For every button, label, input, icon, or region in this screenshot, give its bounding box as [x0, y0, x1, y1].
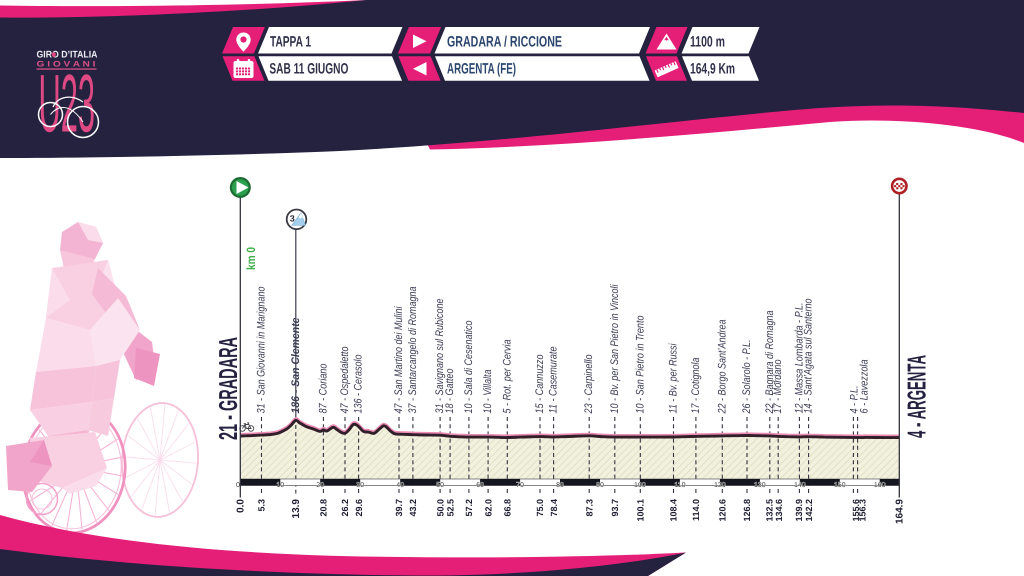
svg-text:30: 30: [356, 482, 364, 489]
svg-text:11 - Bv. per Russi: 11 - Bv. per Russi: [668, 343, 680, 413]
svg-text:57.2: 57.2: [464, 499, 474, 517]
svg-text:6 - Lavezzola: 6 - Lavezzola: [858, 360, 870, 414]
svg-text:160: 160: [874, 482, 886, 489]
svg-text:108.4: 108.4: [669, 499, 679, 522]
svg-text:SAB 11 GIUGNO: SAB 11 GIUGNO: [269, 61, 348, 78]
svg-text:70: 70: [516, 482, 524, 489]
svg-text:130: 130: [754, 482, 766, 489]
svg-text:156.3: 156.3: [858, 499, 868, 522]
svg-text:17 - Mordano: 17 - Mordano: [772, 360, 784, 414]
svg-text:164,9 Km: 164,9 Km: [690, 61, 735, 78]
svg-text:10 - Sala di Cesenatico: 10 - Sala di Cesenatico: [463, 321, 475, 414]
svg-text:134.6: 134.6: [774, 499, 784, 522]
svg-text:43.2: 43.2: [408, 499, 418, 517]
svg-text:15 - Cannuzzo: 15 - Cannuzzo: [534, 355, 546, 414]
svg-text:39.7: 39.7: [394, 499, 404, 517]
svg-text:50.0: 50.0: [435, 499, 445, 517]
svg-text:29.6: 29.6: [354, 499, 364, 517]
svg-text:150: 150: [834, 482, 846, 489]
svg-text:110: 110: [674, 482, 685, 489]
svg-text:155.6: 155.6: [851, 499, 861, 522]
svg-text:14 - Sant’Agata sul Santerno: 14 - Sant’Agata sul Santerno: [803, 299, 815, 414]
svg-text:139.9: 139.9: [794, 499, 804, 522]
svg-text:47 - San Martino dei Mulini: 47 - San Martino dei Mulini: [393, 306, 405, 413]
svg-text:km 0: km 0: [244, 247, 258, 270]
svg-text:TAPPA 1: TAPPA 1: [270, 33, 311, 50]
svg-text:87.3: 87.3: [584, 499, 594, 517]
svg-text:37 - Santarcangelo di Romagna: 37 - Santarcangelo di Romagna: [407, 287, 419, 414]
svg-text:10: 10: [276, 482, 284, 489]
svg-text:ARGENTA (FE): ARGENTA (FE): [447, 61, 516, 78]
svg-text:62.0: 62.0: [483, 499, 493, 517]
svg-text:0: 0: [236, 482, 240, 489]
svg-text:90: 90: [596, 482, 604, 489]
svg-text:75.0: 75.0: [535, 499, 545, 517]
svg-text:4 - ARGENTA: 4 - ARGENTA: [902, 355, 932, 438]
svg-text:23 - Carpinello: 23 - Carpinello: [583, 355, 595, 415]
svg-text:66.8: 66.8: [503, 499, 513, 517]
svg-text:114.0: 114.0: [691, 499, 701, 521]
svg-text:31 - Savignano sul Rubicone: 31 - Savignano sul Rubicone: [434, 299, 446, 414]
svg-text:1100 m: 1100 m: [690, 33, 725, 50]
svg-text:50: 50: [436, 482, 444, 489]
svg-text:3: 3: [290, 214, 295, 224]
svg-text:GRADARA / RICCIONE: GRADARA / RICCIONE: [447, 33, 562, 50]
svg-text:132.5: 132.5: [764, 499, 774, 522]
svg-text:12 - Massa Lombarda - P.L.: 12 - Massa Lombarda - P.L.: [793, 303, 805, 414]
svg-text:17 - Cotignola: 17 - Cotignola: [690, 358, 702, 414]
svg-text:5.3: 5.3: [257, 499, 267, 512]
svg-text:21 - GRADARA: 21 - GRADARA: [213, 337, 243, 440]
svg-text:80: 80: [556, 482, 564, 489]
svg-text:22 - Borgo Sant’Andrea: 22 - Borgo Sant’Andrea: [716, 320, 728, 415]
svg-text:136 - Cerasolo: 136 - Cerasolo: [353, 355, 365, 414]
svg-text:142.2: 142.2: [804, 499, 814, 522]
svg-text:60: 60: [476, 482, 484, 489]
svg-text:0.0: 0.0: [236, 499, 247, 513]
svg-text:10 - San Pietro in Trento: 10 - San Pietro in Trento: [634, 316, 646, 414]
svg-text:10 - Villalta: 10 - Villalta: [482, 370, 494, 414]
svg-text:47 - Ospedaletto: 47 - Ospedaletto: [339, 347, 351, 414]
svg-text:11 - Casemurate: 11 - Casemurate: [548, 347, 560, 414]
svg-text:52.5: 52.5: [445, 499, 455, 517]
svg-text:31 - San Giovanni in Marignano: 31 - San Giovanni in Marignano: [256, 287, 268, 414]
svg-text:140: 140: [794, 482, 806, 489]
svg-text:GIRO D’ITALIA: GIRO D’ITALIA: [37, 49, 98, 60]
svg-text:26.2: 26.2: [340, 499, 350, 517]
svg-text:4 - P.L.: 4 - P.L.: [848, 386, 860, 414]
svg-text:126.8: 126.8: [742, 499, 752, 522]
svg-text:G I O V A N I: G I O V A N I: [37, 59, 96, 68]
svg-text:26 - Solarolo - P.L.: 26 - Solarolo - P.L.: [741, 340, 753, 415]
svg-text:U23: U23: [39, 59, 96, 150]
svg-text:120.6: 120.6: [718, 499, 728, 522]
svg-text:10 - Bv. per San Pietro in Vin: 10 - Bv. per San Pietro in Vincoli: [609, 284, 621, 413]
svg-text:87 - Coriano: 87 - Coriano: [317, 364, 329, 414]
svg-text:93.7: 93.7: [610, 499, 620, 517]
svg-text:20: 20: [316, 482, 324, 489]
svg-text:18 - Gatteo: 18 - Gatteo: [444, 369, 456, 414]
svg-text:120: 120: [714, 482, 726, 489]
svg-text:100: 100: [634, 482, 646, 489]
svg-text:13.9: 13.9: [291, 499, 302, 519]
svg-text:164.9: 164.9: [895, 499, 906, 524]
svg-text:100.1: 100.1: [636, 499, 646, 522]
svg-text:40: 40: [396, 482, 404, 489]
svg-text:5 - Rot. per Cervia: 5 - Rot. per Cervia: [501, 340, 513, 414]
svg-text:78.4: 78.4: [549, 499, 559, 517]
svg-text:22 - Bagnara di Romagna: 22 - Bagnara di Romagna: [764, 311, 776, 415]
svg-text:20.8: 20.8: [319, 499, 329, 517]
